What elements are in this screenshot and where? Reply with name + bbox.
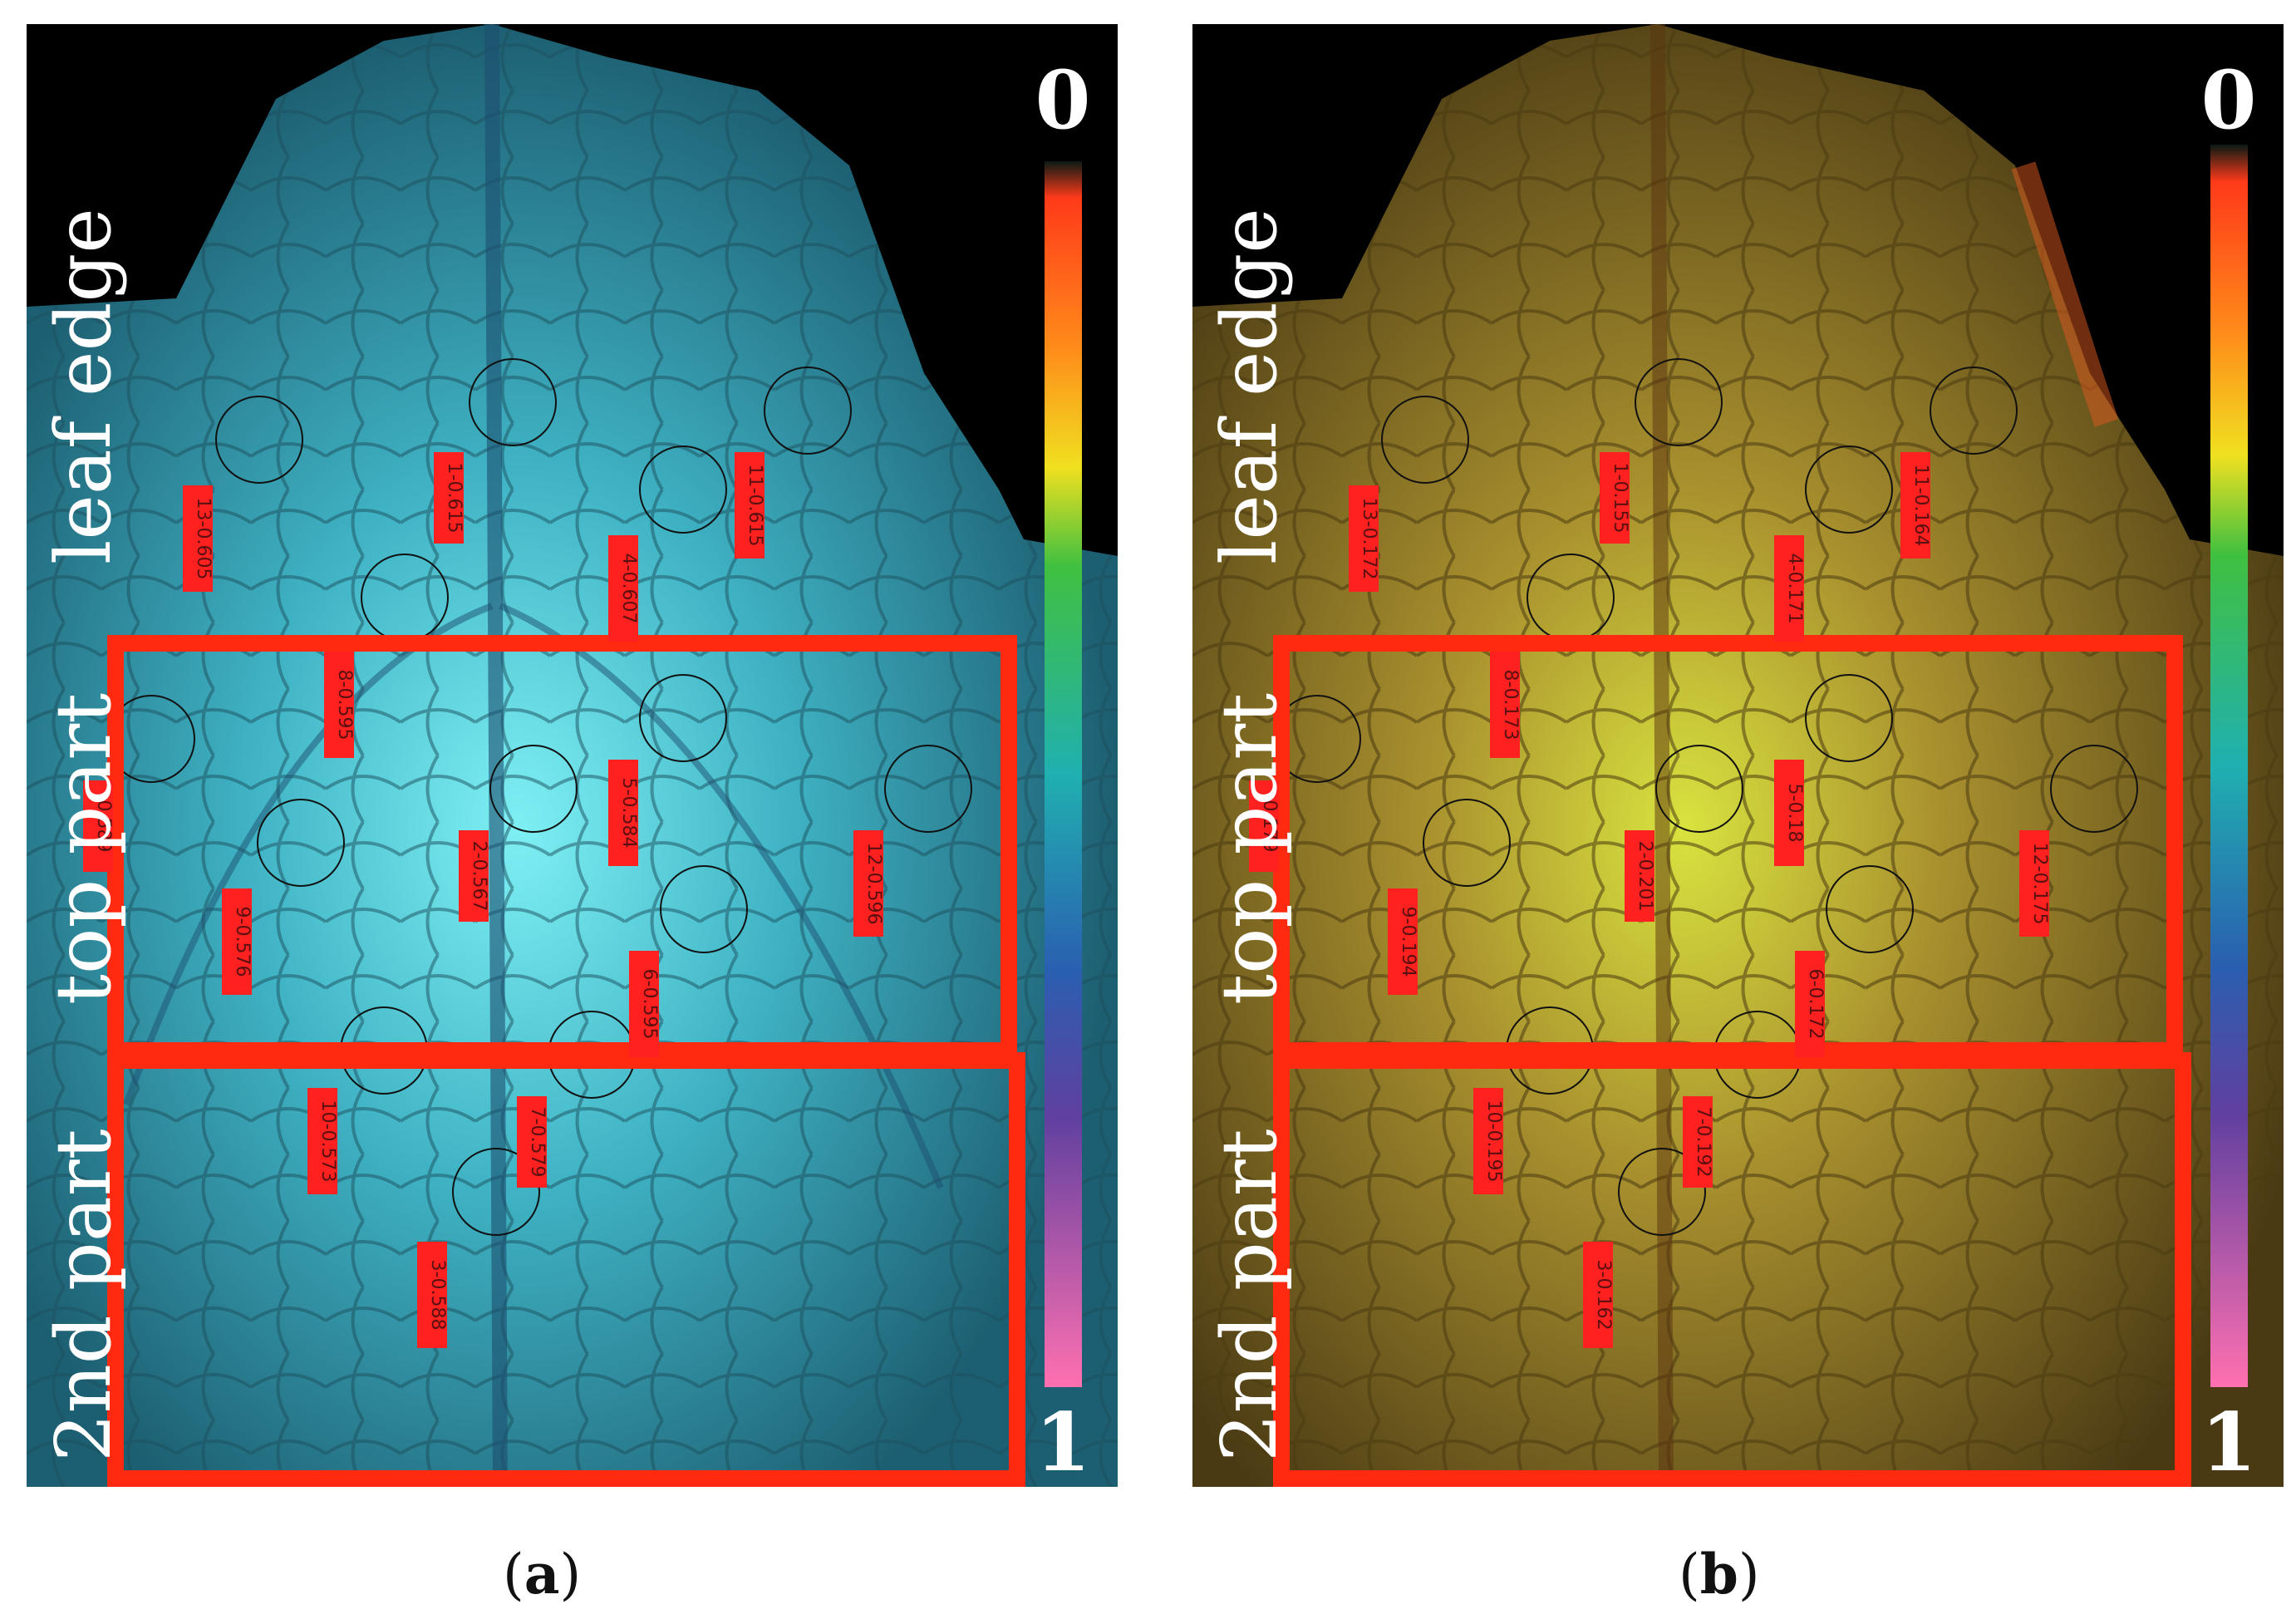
svg-text:4-0.607: 4-0.607: [618, 554, 639, 624]
svg-text:9-0.576: 9-0.576: [232, 907, 253, 977]
svg-text:10-0.195: 10-0.195: [1483, 1100, 1504, 1183]
svg-text:1-0.155: 1-0.155: [1610, 463, 1630, 534]
scale-top-a: 0: [1035, 53, 1091, 147]
svg-text:5-0.18: 5-0.18: [1784, 784, 1805, 843]
caption-a: (a): [503, 1542, 582, 1607]
tag-labels-a: 13-0.605 1-0.615 11-0.615 4-0.607 8-0.59…: [93, 463, 884, 1331]
svg-text:9-0.194: 9-0.194: [1398, 907, 1418, 977]
leaf-image-a: 13-0.605 1-0.615 11-0.615 4-0.607 8-0.59…: [27, 24, 1118, 1487]
svg-text:2-0.201: 2-0.201: [1635, 841, 1655, 912]
svg-text:11-0.164: 11-0.164: [1910, 465, 1931, 547]
svg-text:6-0.172: 6-0.172: [1805, 969, 1826, 1040]
top-part-rect-b: [1273, 635, 2183, 1059]
label-leaf-edge-a: leaf edge: [39, 208, 128, 564]
label-top-part-a: top part: [39, 693, 128, 1005]
svg-text:13-0.605: 13-0.605: [193, 498, 214, 580]
panel-b: 13-0.172 1-0.155 11-0.164 4-0.171 8-0.17…: [1192, 24, 2284, 1487]
region-labels-a: leaf edge top part 2nd part: [39, 208, 128, 1462]
panel-a: 13-0.605 1-0.615 11-0.615 4-0.607 8-0.59…: [27, 24, 1118, 1487]
svg-text:0.589: 0.589: [93, 800, 114, 853]
color-scale-a: [1045, 161, 1082, 1387]
color-scale-b: [2210, 145, 2248, 1387]
svg-text:4-0.171: 4-0.171: [1784, 554, 1805, 624]
svg-text:2-0.567: 2-0.567: [469, 841, 489, 912]
second-part-rect-a: [107, 1052, 1025, 1487]
leaf-image-b: 13-0.172 1-0.155 11-0.164 4-0.171 8-0.17…: [1192, 24, 2284, 1487]
svg-text:8-0.595: 8-0.595: [334, 670, 355, 741]
svg-text:12-0.596: 12-0.596: [863, 843, 884, 925]
svg-text:12-0.175: 12-0.175: [2029, 843, 2050, 925]
svg-text:7-0.579: 7-0.579: [527, 1107, 548, 1178]
svg-text:0.179: 0.179: [1259, 800, 1280, 853]
svg-text:10-0.573: 10-0.573: [317, 1100, 338, 1183]
svg-text:1-0.615: 1-0.615: [444, 463, 465, 534]
svg-text:13-0.172: 13-0.172: [1359, 498, 1379, 580]
svg-text:3-0.162: 3-0.162: [1593, 1260, 1614, 1331]
scale-bottom-a: 1: [1035, 1395, 1091, 1487]
tag-labels-b: 13-0.172 1-0.155 11-0.164 4-0.171 8-0.17…: [1259, 463, 2050, 1331]
svg-text:7-0.192: 7-0.192: [1693, 1107, 1713, 1178]
svg-text:6-0.595: 6-0.595: [639, 969, 660, 1040]
second-part-rect-b: [1273, 1052, 2191, 1487]
svg-text:11-0.615: 11-0.615: [745, 465, 765, 547]
scale-top-b: 0: [2201, 53, 2257, 147]
region-labels-b: leaf edge top part 2nd part: [1205, 208, 1294, 1462]
scale-bottom-b: 1: [2201, 1395, 2257, 1487]
label-second-part-a: 2nd part: [39, 1129, 128, 1462]
top-part-rect-a: [107, 635, 1017, 1059]
label-top-part-b: top part: [1205, 693, 1294, 1005]
svg-text:8-0.173: 8-0.173: [1500, 670, 1521, 741]
caption-b: (b): [1679, 1542, 1760, 1607]
svg-text:5-0.584: 5-0.584: [618, 778, 639, 849]
label-leaf-edge-b: leaf edge: [1205, 208, 1294, 564]
svg-text:3-0.588: 3-0.588: [427, 1260, 448, 1331]
label-second-part-b: 2nd part: [1205, 1129, 1294, 1462]
